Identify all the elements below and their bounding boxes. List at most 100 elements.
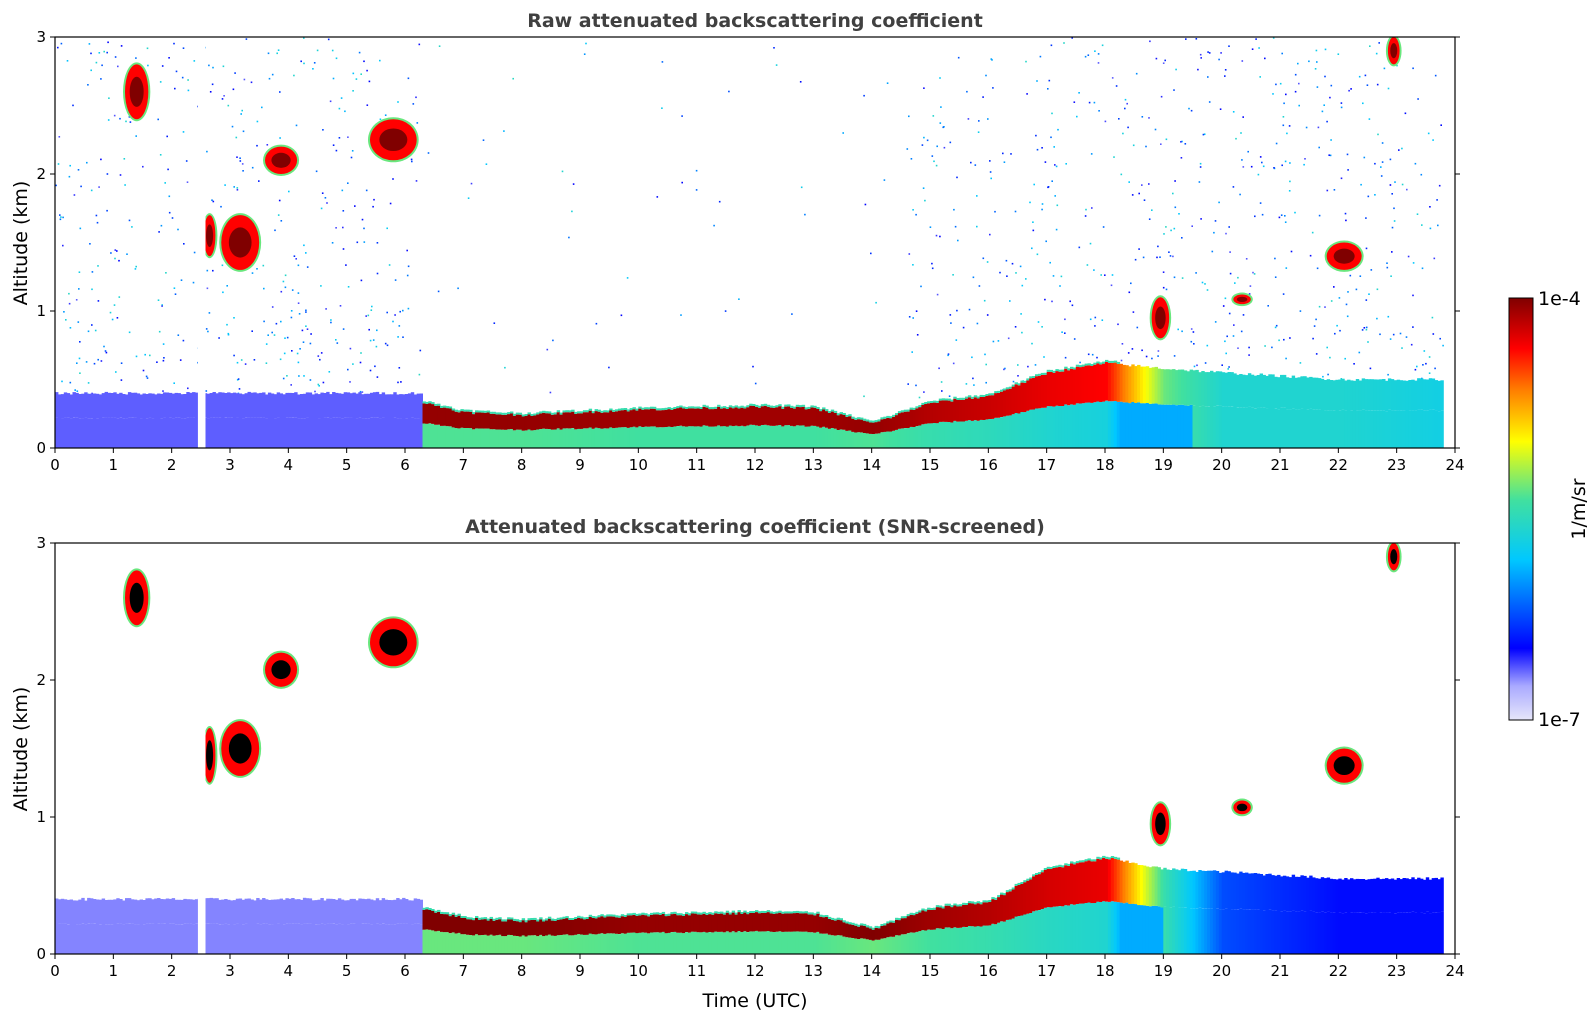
noise-pixel [1007,337,1010,340]
bl-column [486,428,491,448]
bl-edge [970,396,975,399]
bl-column [402,897,406,924]
bl-column [647,409,651,427]
bl-column [658,427,663,448]
bl-column [658,914,663,933]
bl-edge [801,911,806,914]
bl-column [1256,873,1261,910]
bl-edge [976,901,981,904]
bl-column [437,911,441,931]
bl-column [215,417,219,448]
noise-pixel [171,217,174,219]
noise-pixel [142,369,145,372]
noise-pixel [379,118,382,121]
bl-column [924,423,928,448]
noise-pixel [135,57,137,59]
noise-pixel [161,304,163,306]
bl-column [247,923,251,954]
noise-pixel [397,336,399,338]
bl-edge [766,910,771,913]
bl-column [1364,913,1368,954]
noise-pixel [1389,184,1392,186]
bl-column [714,408,718,427]
bl-edge [973,902,978,905]
bl-edge [687,406,692,409]
bl-edge [763,911,768,913]
colorbar-max-label: 1e-4 [1538,288,1581,310]
bl-edge [562,410,566,413]
bl-edge [425,907,429,910]
noise-pixel [1181,237,1183,239]
noise-pixel [989,233,991,236]
noise-pixel [239,160,242,162]
bl-column [743,426,747,448]
bl-column [851,924,855,938]
noise-pixel [1374,194,1376,196]
bl-column [717,406,721,426]
noise-pixel [1273,167,1275,169]
bl-column [171,923,176,954]
bl-column [1250,873,1255,910]
bl-column [883,431,887,448]
panel-title: Raw attenuated backscattering coefficien… [527,10,983,32]
bl-column [1140,865,1144,906]
noise-pixel [271,331,273,334]
bl-column [337,393,342,418]
bl-column [1061,906,1065,954]
bl-column [877,939,881,954]
bl-edge [658,408,663,411]
noise-pixel [250,81,253,84]
bl-column [355,924,359,954]
bl-column [956,906,960,928]
cloud-core [379,629,408,656]
bl-column [101,898,106,924]
bl-column [953,398,957,421]
noise-pixel [929,226,932,228]
bl-column [521,935,526,954]
bl-column [235,417,240,448]
y-tick-label: 1 [36,302,46,320]
bl-column [874,939,878,954]
bl-column [349,923,353,954]
noise-pixel [1184,143,1187,145]
noise-pixel [1380,166,1382,168]
bl-column [1408,380,1412,411]
bl-column [661,932,666,954]
noise-pixel [1368,118,1371,120]
noise-pixel [317,383,320,386]
bl-column [988,419,992,448]
noise-pixel [1412,67,1414,70]
bl-column [1081,862,1086,904]
noise-pixel [275,322,278,325]
noise-pixel [1029,201,1031,204]
noise-pixel [1365,217,1367,219]
noise-pixel [347,286,350,288]
bl-edge [1084,859,1088,862]
bl-column [160,393,164,419]
bl-edge [495,412,499,415]
noise-pixel [245,38,248,40]
noise-pixel [1017,364,1019,366]
bl-column [378,394,383,419]
bl-column [1422,913,1427,954]
bl-edge [787,911,791,914]
bl-column [300,394,304,419]
bl-edge [1078,365,1083,368]
bl-column [1417,409,1421,448]
noise-pixel [1248,293,1251,295]
bl-column [1361,378,1366,410]
bl-column [623,933,628,954]
bl-column [988,902,992,926]
noise-pixel [180,279,183,281]
bl-column [1169,870,1173,908]
bl-column [711,914,715,933]
bl-column [591,918,596,935]
bl-column [915,913,919,932]
bl-column [547,413,552,429]
bl-column [1355,410,1360,448]
noise-pixel [935,234,938,237]
bl-edge [542,410,546,413]
bl-column [1408,912,1412,954]
noise-pixel [297,302,300,304]
bl-column [291,898,295,924]
